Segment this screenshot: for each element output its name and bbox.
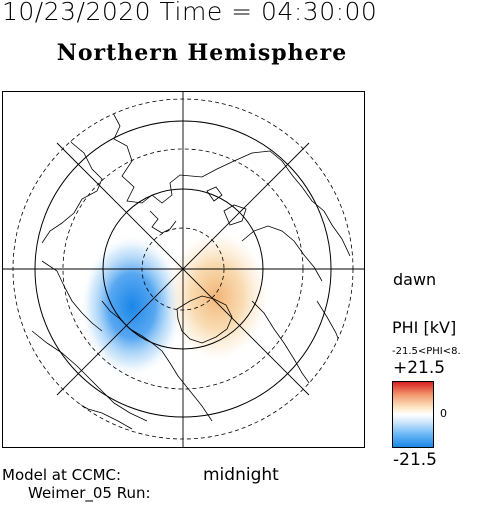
- midnight-label: midnight: [203, 465, 279, 485]
- run-label: Weimer_05 Run:: [28, 484, 151, 502]
- meridian-grid: [3, 92, 364, 447]
- date-time-header: 10/23/2020 Time = 04:30:00: [2, 0, 378, 26]
- positive-potential-cell: [165, 230, 269, 362]
- model-label: Model at CCMC:: [2, 466, 122, 484]
- colorbar-max-label: +21.5: [393, 358, 446, 378]
- colorbar-range: -21.5<PHI<8.: [392, 346, 461, 357]
- colorbar-title: PHI [kV]: [392, 318, 457, 337]
- coastlines: [31, 110, 351, 430]
- negative-potential-cell: [80, 234, 184, 378]
- colorbar-zero-label: 0: [440, 407, 447, 420]
- colorbar: [392, 381, 434, 448]
- polar-map: [2, 91, 365, 448]
- hemisphere-title: Northern Hemisphere: [56, 40, 348, 66]
- dawn-label: dawn: [393, 270, 437, 289]
- colorbar-min-label: -21.5: [393, 450, 437, 470]
